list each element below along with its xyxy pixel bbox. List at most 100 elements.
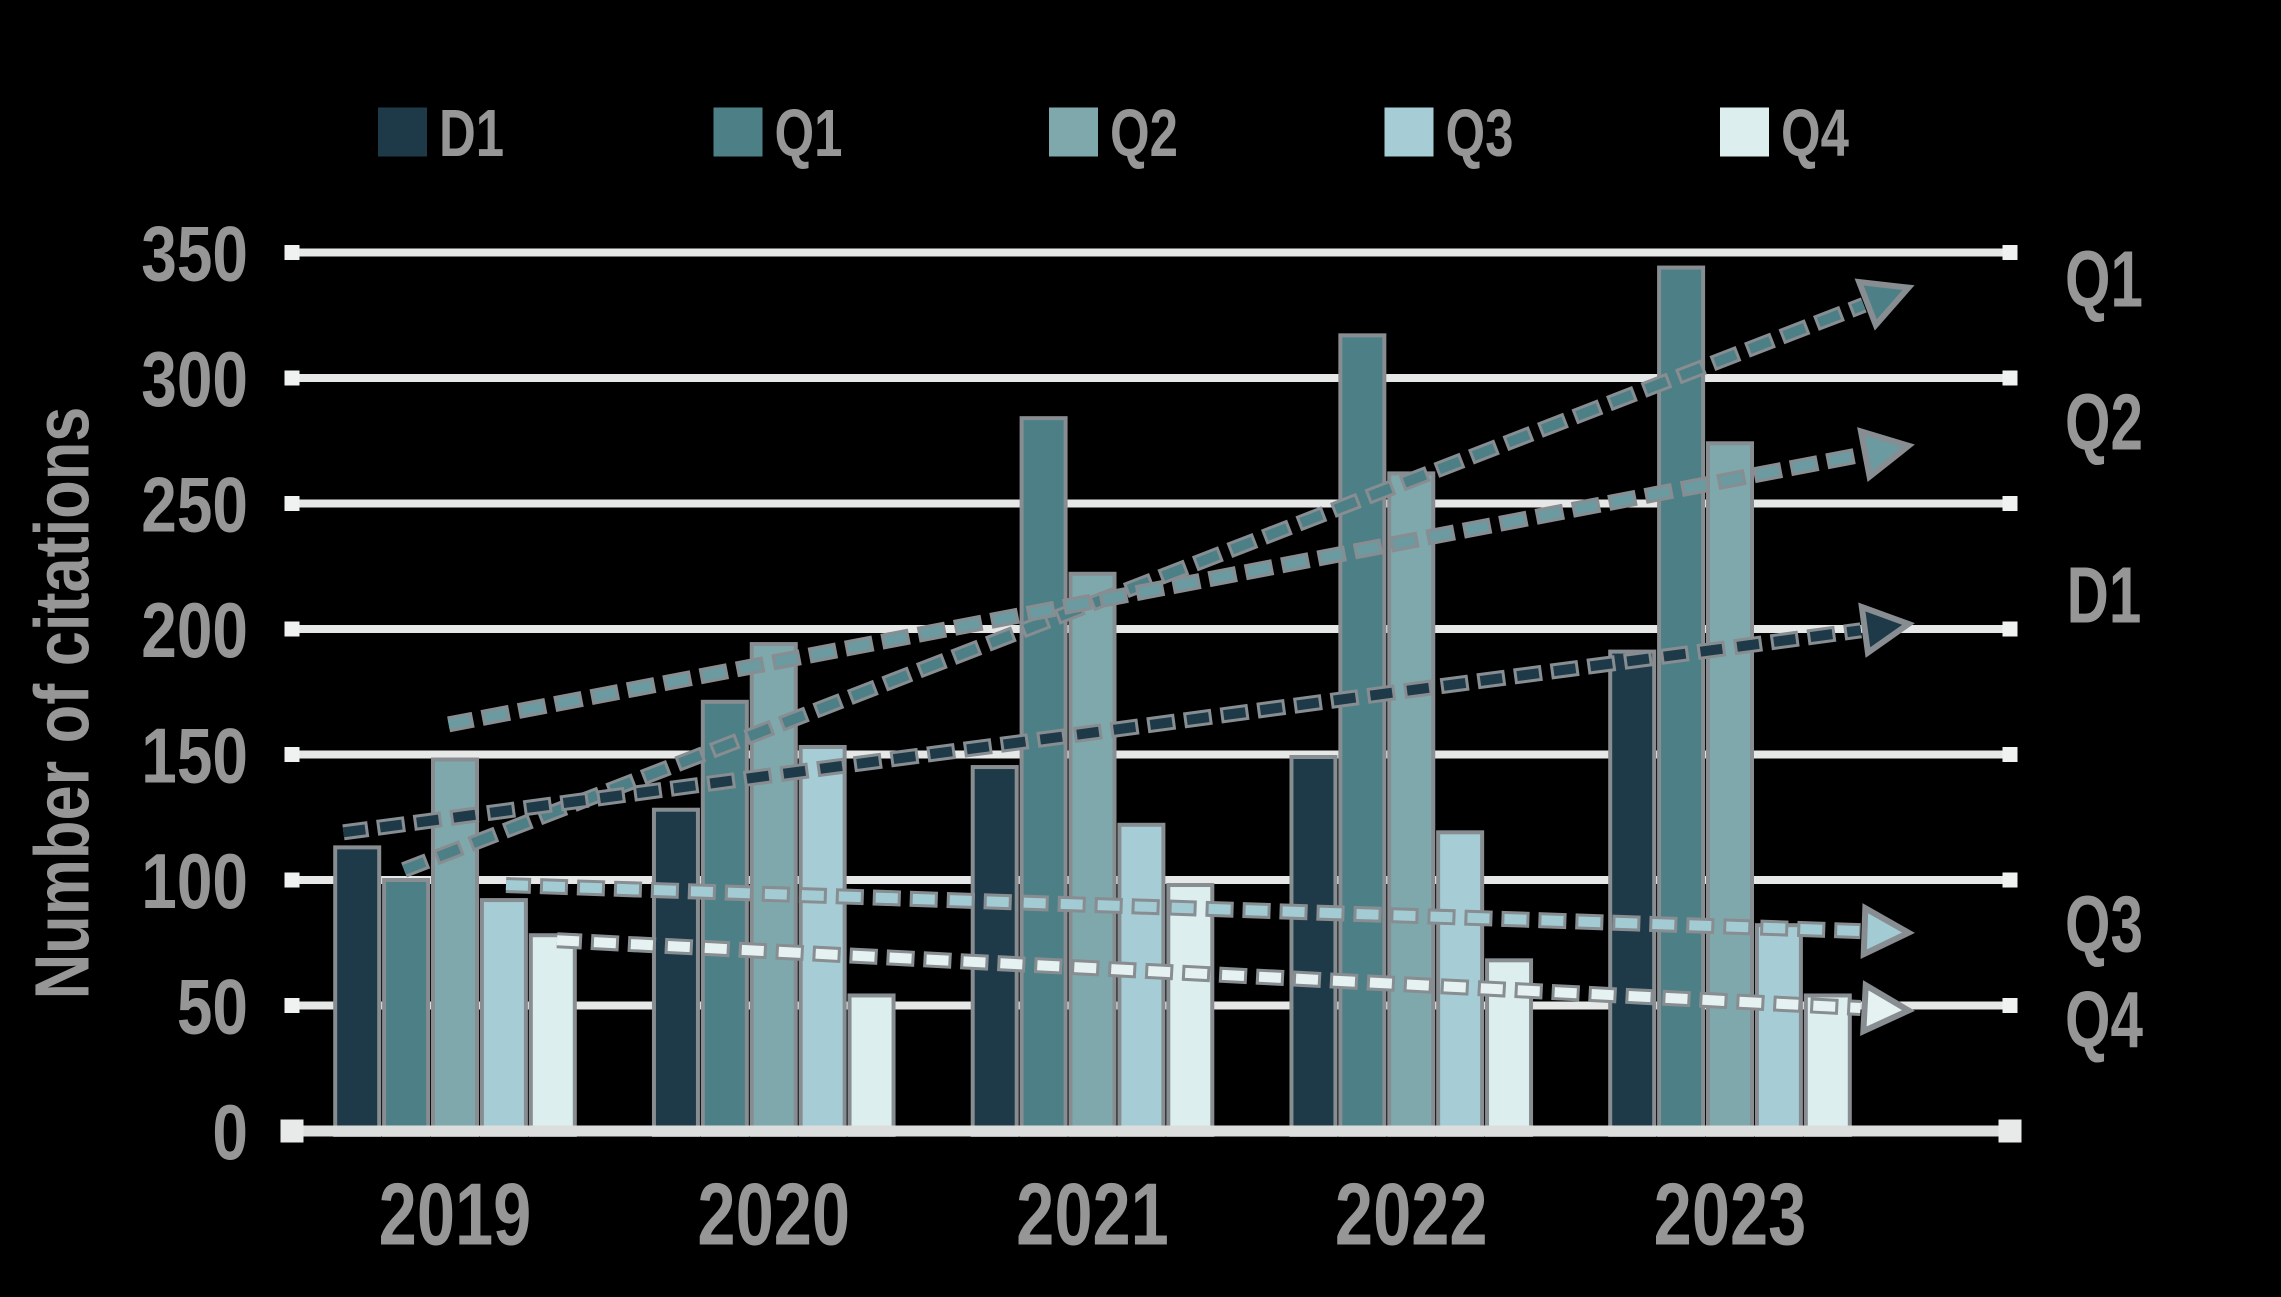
y-tick-label-0: 0 bbox=[212, 1089, 248, 1176]
gridline-100-right-cap bbox=[2002, 872, 2018, 888]
bar-Q3-2020 bbox=[798, 744, 847, 1137]
gridline-150-right-cap bbox=[2002, 747, 2018, 762]
x-tick-label-2022: 2022 bbox=[1335, 1166, 1488, 1264]
x-tick-label-2021: 2021 bbox=[1016, 1166, 1169, 1264]
y-tick-label-350: 350 bbox=[141, 211, 248, 298]
gridline-300-left-cap bbox=[284, 370, 300, 386]
trendline-Q4-arrowhead-icon bbox=[1860, 980, 1915, 1036]
bar-group-2021 bbox=[970, 416, 1215, 1138]
bar-Q1-2022 bbox=[1338, 333, 1387, 1137]
bar-Q4-2021 bbox=[1166, 883, 1215, 1138]
legend-item-Q3: Q3 bbox=[1384, 95, 1514, 171]
trendline-Q4 bbox=[556, 932, 1915, 1036]
bar-Q4-2023 bbox=[1803, 993, 1852, 1138]
bar-Q3-2019 bbox=[479, 898, 528, 1138]
legend-swatch-Q2-icon bbox=[1049, 107, 1098, 157]
bar-D1-2019 bbox=[333, 845, 382, 1137]
bar-Q2-2023 bbox=[1706, 441, 1754, 1137]
bar-Q4-2020 bbox=[847, 993, 896, 1138]
trendline-Q2 bbox=[447, 427, 1915, 733]
trendline-Q3-dashes bbox=[505, 880, 1861, 937]
legend-swatch-Q1-icon bbox=[713, 107, 763, 157]
y-tick-label-250: 250 bbox=[141, 462, 248, 549]
bar-Q2-2021 bbox=[1068, 571, 1117, 1137]
bar-D1-2021 bbox=[970, 765, 1019, 1137]
x-axis-line bbox=[292, 1125, 2010, 1137]
gridline-350-left-cap bbox=[284, 245, 300, 260]
gridline-250-right-cap bbox=[2002, 496, 2018, 511]
trendline-Q1-arrowhead-icon bbox=[1854, 278, 1915, 331]
legend-item-D1: D1 bbox=[378, 95, 504, 171]
trendline-Q2-dashes bbox=[447, 449, 1863, 730]
trendlines bbox=[342, 278, 1915, 1036]
trendline-Q1-dashes bbox=[402, 300, 1866, 875]
y-tick-label-300: 300 bbox=[141, 336, 248, 423]
legend-item-Q4: Q4 bbox=[1720, 95, 1849, 171]
trendline-Q4-dashes bbox=[556, 935, 1861, 1014]
x-tick-labels: 2019 2020 2021 2022 2023 bbox=[379, 1166, 1807, 1264]
gridline-200-right-cap bbox=[2002, 621, 2018, 637]
y-tick-label-100: 100 bbox=[141, 838, 248, 925]
y-tick-label-200: 200 bbox=[141, 587, 248, 674]
y-tick-labels: 0 50 100 150 200 250 300 350 bbox=[141, 211, 248, 1177]
trendline-D1-arrowhead-icon bbox=[1858, 602, 1915, 658]
bar-D1-2022 bbox=[1289, 755, 1338, 1137]
legend-swatch-D1-icon bbox=[378, 107, 427, 157]
x-axis-left-cap bbox=[280, 1119, 304, 1143]
gridline-50-right-cap bbox=[2002, 998, 2018, 1013]
legend-label-Q1: Q1 bbox=[775, 95, 843, 170]
trendline-D1-dashes bbox=[342, 625, 1862, 838]
x-tick-label-2023: 2023 bbox=[1654, 1166, 1807, 1264]
trendline-label-Q4: Q4 bbox=[2065, 975, 2143, 1064]
bar-Q1-2021 bbox=[1019, 416, 1068, 1138]
legend-label-Q4: Q4 bbox=[1781, 95, 1849, 170]
trendline-label-Q3: Q3 bbox=[2065, 880, 2143, 969]
trendline-Q3 bbox=[505, 877, 1915, 960]
gridline-300 bbox=[292, 374, 2010, 382]
bar-Q1-2019 bbox=[382, 878, 431, 1137]
trendline-Q1 bbox=[401, 278, 1915, 878]
legend-item-Q2: Q2 bbox=[1049, 95, 1178, 171]
gridline-300-right-cap bbox=[2002, 370, 2018, 386]
bar-Q1-2020 bbox=[700, 699, 749, 1137]
gridline-150 bbox=[292, 750, 2010, 759]
y-tick-label-150: 150 bbox=[141, 713, 248, 800]
legend-item-Q1: Q1 bbox=[713, 95, 843, 171]
bar-group-2023 bbox=[1608, 265, 1852, 1138]
gridline-150-left-cap bbox=[284, 747, 300, 762]
x-axis-right-cap bbox=[1998, 1119, 2022, 1143]
legend-label-Q3: Q3 bbox=[1446, 95, 1514, 170]
gridline-100-left-cap bbox=[284, 872, 300, 888]
trendline-label-Q2: Q2 bbox=[2065, 378, 2143, 467]
bar-Q3-2021 bbox=[1117, 822, 1166, 1138]
bar-D1-2023 bbox=[1608, 649, 1657, 1138]
bar-D1-2020 bbox=[651, 807, 700, 1137]
trendline-Q3-arrowhead-icon bbox=[1860, 903, 1915, 960]
trendline-Q2-arrowhead-icon bbox=[1857, 427, 1915, 483]
x-tick-label-2020: 2020 bbox=[697, 1166, 850, 1264]
trendline-label-Q1: Q1 bbox=[2065, 234, 2143, 323]
legend: D1 Q1 Q2 Q3 Q4 bbox=[378, 95, 1849, 171]
gridline-250-left-cap bbox=[284, 496, 300, 511]
gridline-350-right-cap bbox=[2002, 245, 2018, 260]
bar-Q3-2023 bbox=[1754, 923, 1803, 1137]
gridline-200 bbox=[292, 625, 2010, 633]
trendline-D1 bbox=[342, 602, 1915, 841]
legend-label-D1: D1 bbox=[439, 95, 504, 170]
y-tick-label-50: 50 bbox=[177, 964, 248, 1051]
gridline-350 bbox=[292, 248, 2010, 257]
y-axis-title: Number of citations bbox=[19, 407, 105, 1000]
bar-Q4-2019 bbox=[528, 933, 577, 1137]
gridline-200-left-cap bbox=[284, 621, 300, 637]
bar-Q2-2022 bbox=[1387, 471, 1436, 1137]
gridline-250 bbox=[292, 499, 2010, 508]
x-tick-label-2019: 2019 bbox=[379, 1166, 532, 1264]
x-axis bbox=[280, 1119, 2022, 1143]
legend-swatch-Q3-icon bbox=[1384, 107, 1434, 157]
legend-label-Q2: Q2 bbox=[1110, 95, 1178, 170]
legend-swatch-Q4-icon bbox=[1720, 107, 1769, 157]
gridline-50-left-cap bbox=[284, 998, 300, 1013]
